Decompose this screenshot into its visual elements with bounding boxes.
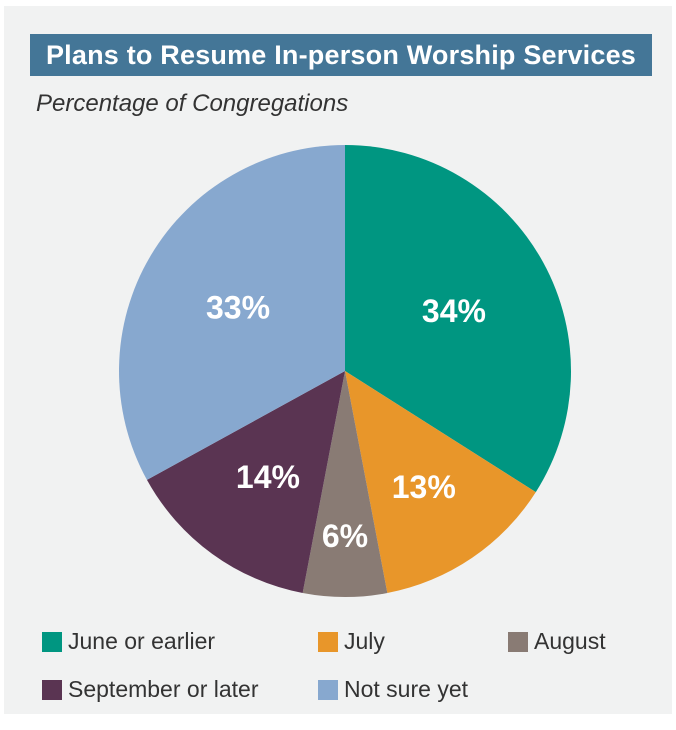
legend-swatch: [318, 631, 338, 652]
legend-item-september-or-later: September or later: [42, 676, 258, 703]
pie-slice-july: [345, 371, 536, 593]
chart-title: Plans to Resume In-person Worship Servic…: [30, 34, 652, 76]
legend-item-august: August: [508, 628, 606, 655]
legend-item-june-or-earlier: June or earlier: [42, 628, 215, 655]
legend-swatch: [42, 679, 62, 700]
legend-label: September or later: [68, 676, 259, 702]
legend-item-july: July: [318, 628, 385, 655]
legend-label: Not sure yet: [344, 676, 468, 702]
pie-slice-september-or-later: [146, 371, 345, 593]
legend-label: August: [534, 628, 606, 654]
pie-slice-august: [302, 371, 388, 598]
legend-swatch: [42, 631, 62, 652]
slice-label-august: 6%: [322, 518, 368, 554]
slice-label-september-or-later: 14%: [236, 459, 300, 495]
legend-label: July: [344, 628, 385, 654]
legend-item-not-sure-yet: Not sure yet: [318, 676, 468, 703]
chart-subtitle: Percentage of Congregations: [36, 90, 349, 117]
legend-label: June or earlier: [68, 628, 216, 654]
slice-label-not-sure-yet: 33%: [206, 290, 270, 326]
pie-slice-not-sure-yet: [119, 145, 345, 480]
slice-label-july: 13%: [392, 469, 456, 505]
pie-slice-june-or-earlier: [345, 145, 571, 493]
slice-label-june-or-earlier: 34%: [422, 293, 486, 329]
legend-swatch: [508, 631, 528, 652]
legend-swatch: [318, 679, 338, 700]
